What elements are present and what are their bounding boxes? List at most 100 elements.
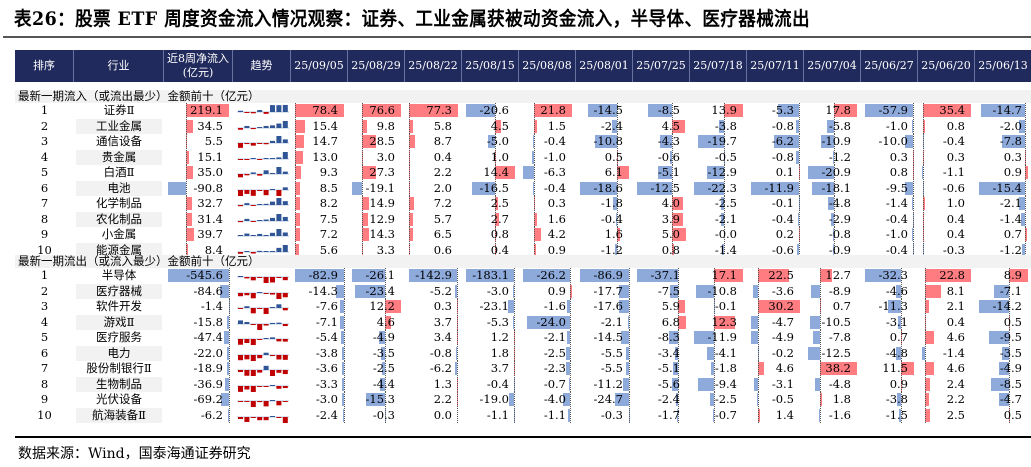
weekly-flow-cell: -2.1 <box>975 196 1031 211</box>
value: 31.4 <box>197 211 223 226</box>
negative-bar <box>379 377 386 391</box>
zero-axis <box>1009 299 1011 314</box>
weekly-flow-cell: -0.4 <box>576 211 633 227</box>
value: -8.9 <box>828 283 851 298</box>
value: 8.5 <box>319 180 338 195</box>
sparkline-bar <box>276 213 282 221</box>
value: -10.0 <box>878 134 909 148</box>
weekly-flow-cell: -5.0 <box>462 134 519 149</box>
weekly-flow-cell: 0.4 <box>462 242 519 258</box>
weekly-flow-cell: 0.5 <box>576 149 633 165</box>
value: -14.2 <box>992 299 1023 313</box>
weekly-flow-cell: -6.2 <box>405 361 462 376</box>
positive-bar <box>678 300 685 313</box>
zero-axis <box>1009 407 1011 423</box>
negative-bar <box>695 284 715 298</box>
positive-bar <box>1025 228 1028 241</box>
value: 3.7 <box>433 314 452 329</box>
zero-axis <box>1009 268 1011 283</box>
net-8week-cell: -36.9 <box>164 376 233 392</box>
sparkline-bar <box>238 292 243 296</box>
weekly-flow-cell: -1.1 <box>462 407 519 423</box>
zero-axis <box>494 165 496 180</box>
value: -1.8 <box>714 361 737 375</box>
sparkline-bar <box>244 218 250 221</box>
net-8week-cell: 15.1 <box>164 149 233 165</box>
weekly-flow-cell: -0.4 <box>462 376 519 392</box>
negative-bar <box>507 300 515 313</box>
zero-axis <box>672 134 673 149</box>
sparkline-bar <box>238 370 243 373</box>
weekly-flow-cell: 76.6 <box>348 103 405 118</box>
value: -5.4 <box>315 330 338 344</box>
zero-axis <box>724 165 726 180</box>
value: 35.4 <box>939 103 965 117</box>
zero-axis <box>344 299 345 314</box>
zero-axis <box>913 180 915 196</box>
weekly-flow-cell: -15.3 <box>348 392 405 407</box>
weekly-flow-cell: 1.8 <box>804 392 861 407</box>
zero-axis <box>901 345 903 361</box>
zero-axis <box>678 345 680 361</box>
weekly-flow-cell: 1.0 <box>462 149 519 165</box>
header-date: 25/07/18 <box>690 50 747 82</box>
positive-bar <box>924 284 942 298</box>
zero-axis <box>757 392 759 407</box>
sparkline-bar <box>270 292 275 295</box>
weekly-flow-cell: 2.1 <box>918 299 975 314</box>
header-date: 25/08/01 <box>576 50 633 82</box>
value: 11.5 <box>882 361 908 375</box>
weekly-flow-cell: -0.1 <box>690 299 747 314</box>
negative-bar <box>365 393 386 406</box>
weekly-flow-cell: -14.3 <box>291 283 348 299</box>
weekly-flow-cell: -12.5 <box>633 180 690 196</box>
weekly-flow-cell: -1.4 <box>975 211 1031 227</box>
zero-axis <box>714 283 716 299</box>
weekly-flow-cell: -18.1 <box>804 180 861 196</box>
sparkline-bar <box>276 247 282 252</box>
value: 5.8 <box>433 118 452 133</box>
weekly-flow-cell: 4.2 <box>519 227 576 242</box>
sparkline-bar <box>250 127 256 129</box>
sparkline-bar <box>263 189 269 195</box>
value: -1.6 <box>543 299 566 313</box>
weekly-flow-cell: 28.5 <box>348 134 405 149</box>
weekly-flow-cell: -2.5 <box>690 392 747 407</box>
zero-axis <box>494 103 496 118</box>
value: 34.5 <box>197 118 223 133</box>
rank-cell: 1 <box>40 103 49 117</box>
value: -0.7 <box>543 376 566 391</box>
weekly-flow-cell: -4.4 <box>348 376 405 392</box>
value: 1.2 <box>490 330 509 344</box>
value: -0.8 <box>429 345 452 360</box>
value: -10.8 <box>707 283 738 298</box>
positive-bar <box>924 362 935 375</box>
rank-cell: 2 <box>40 118 49 133</box>
value: 0.9 <box>889 376 908 391</box>
value: -0.8 <box>771 149 794 164</box>
industry-cell: 工业金属 <box>76 118 162 134</box>
industry-cell: 半导体 <box>101 268 137 282</box>
value: 0.3 <box>547 196 566 210</box>
negative-bar <box>912 197 914 210</box>
weekly-flow-cell: 2.4 <box>918 376 975 392</box>
zero-axis <box>295 103 296 118</box>
zero-axis <box>514 361 516 376</box>
net-8week-cell: 8.4 <box>164 242 233 258</box>
zero-axis <box>344 392 345 407</box>
weekly-flow-cell: -10.8 <box>690 283 747 299</box>
weekly-flow-cell: 0.9 <box>861 376 918 392</box>
weekly-flow-cell: 0.1 <box>747 165 804 180</box>
weekly-flow-cell: -14.5 <box>576 330 633 345</box>
zero-axis <box>924 392 926 407</box>
sparkline-bar <box>270 140 275 143</box>
zero-axis <box>494 149 496 165</box>
zero-axis <box>629 407 630 423</box>
sparkline-bar <box>263 352 269 355</box>
rank-cell: 6 <box>40 180 49 195</box>
trend-sparkline <box>237 268 289 284</box>
zero-axis <box>385 330 387 345</box>
weekly-flow-cell: 2.2 <box>405 392 462 407</box>
zero-axis <box>456 407 458 423</box>
sparkline-bar <box>270 337 275 339</box>
